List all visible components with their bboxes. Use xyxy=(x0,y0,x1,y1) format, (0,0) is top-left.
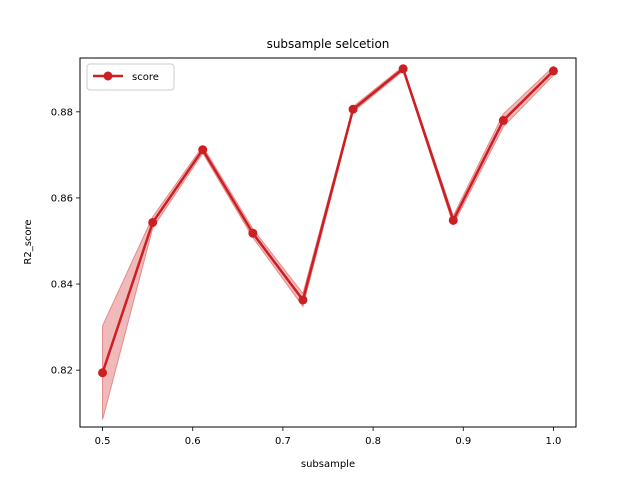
data-point xyxy=(248,228,258,238)
x-tick-label: 0.8 xyxy=(365,436,381,447)
data-point xyxy=(548,66,558,76)
x-axis: 0.5 0.6 0.7 0.8 0.9 1.0 xyxy=(95,427,562,447)
axes-frame xyxy=(79,57,577,428)
x-tick-label: 0.5 xyxy=(95,436,111,447)
data-point xyxy=(448,215,458,225)
legend-label: score xyxy=(132,72,159,83)
chart-title: subsample selcetion xyxy=(267,37,390,51)
data-point xyxy=(498,115,508,125)
series-line-score xyxy=(101,67,555,374)
x-tick-label: 1.0 xyxy=(546,436,562,447)
y-tick-label: 0.88 xyxy=(51,107,73,118)
plot-area xyxy=(98,64,558,420)
y-axis-label: R2_score xyxy=(23,219,34,264)
y-axis: 0.82 0.84 0.86 0.88 xyxy=(51,107,80,377)
legend-marker-swatch xyxy=(103,71,113,81)
data-point xyxy=(348,104,358,114)
data-point xyxy=(398,64,408,74)
y-tick-label: 0.82 xyxy=(51,366,73,377)
x-tick-label: 0.9 xyxy=(455,436,471,447)
data-point xyxy=(298,295,308,305)
legend-box xyxy=(86,63,175,91)
x-axis-label: subsample xyxy=(301,459,355,470)
data-point xyxy=(148,217,158,227)
y-tick-label: 0.86 xyxy=(51,193,73,204)
y-tick-label: 0.84 xyxy=(51,280,73,291)
x-tick-label: 0.6 xyxy=(185,436,201,447)
data-point xyxy=(98,368,108,378)
x-tick-label: 0.7 xyxy=(275,436,291,447)
data-point xyxy=(198,145,208,155)
legend: score xyxy=(86,63,175,91)
